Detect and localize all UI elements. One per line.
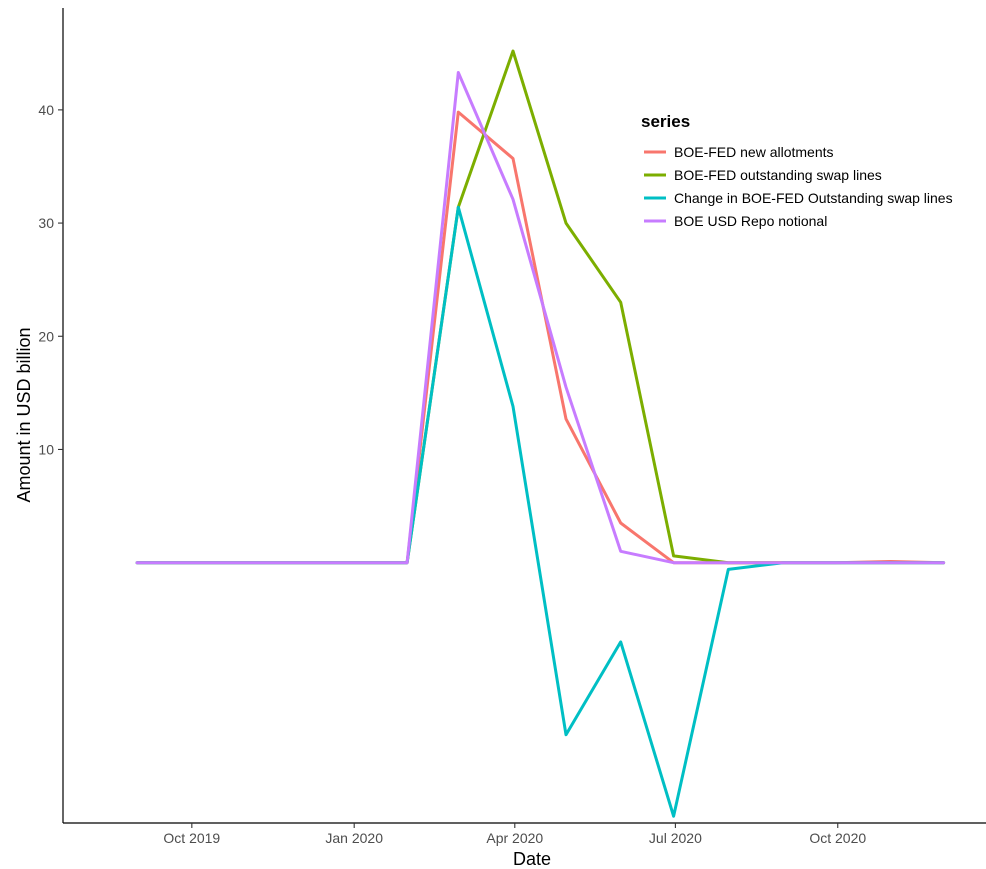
y-tick-label: 40: [38, 102, 54, 118]
legend-label-2: BOE-FED outstanding swap lines: [674, 167, 882, 183]
x-tick-label: Apr 2020: [486, 830, 543, 846]
y-tick-label: 20: [38, 328, 54, 344]
legend-label-3: Change in BOE-FED Outstanding swap lines: [674, 190, 953, 206]
series-lines: [135, 49, 946, 818]
plot-area: 10 20 30 40 Oct 2019 Jan 2020 Apr 2020 Jul 202…: [38, 8, 986, 846]
y-axis-title: Amount in USD billion: [14, 327, 34, 502]
legend: series BOE-FED new allotments BOE-FED out…: [641, 112, 953, 229]
x-axis-ticks: Oct 2019 Jan 2020 Apr 2020 Jul 2020 Oct 2020: [163, 823, 866, 846]
y-tick-label: 10: [38, 441, 54, 457]
series-line-4: [135, 71, 946, 565]
x-tick-label: Oct 2019: [163, 830, 220, 846]
x-tick-label: Jan 2020: [325, 830, 383, 846]
legend-title: series: [641, 112, 690, 131]
legend-label-1: BOE-FED new allotments: [674, 144, 834, 160]
y-tick-label: 30: [38, 215, 54, 231]
x-tick-label: Jul 2020: [649, 830, 702, 846]
legend-label-4: BOE USD Repo notional: [674, 213, 827, 229]
x-tick-label: Oct 2020: [809, 830, 866, 846]
x-axis-title: Date: [513, 849, 551, 869]
y-axis-ticks: 10 20 30 40: [38, 102, 63, 457]
series-line-2: [135, 49, 946, 565]
